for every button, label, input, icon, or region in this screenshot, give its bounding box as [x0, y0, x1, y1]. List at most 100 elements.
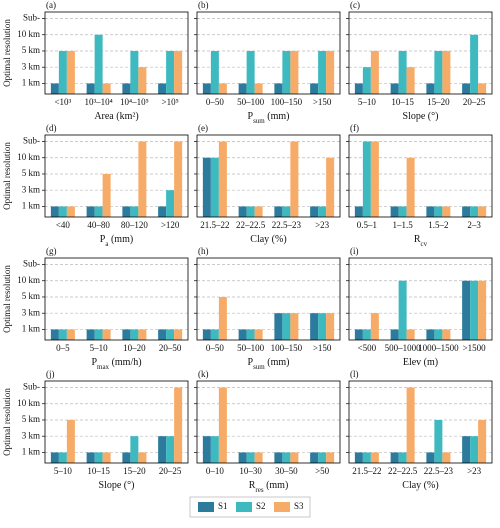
x-tick-label: 10–20	[123, 343, 146, 353]
bar	[138, 452, 147, 463]
x-tick-label: 10³–10⁴	[84, 97, 112, 107]
bar	[246, 452, 255, 463]
x-axis-label: Pmax (mm/h)	[91, 357, 141, 370]
x-axis-label: Area (km²)	[94, 111, 138, 122]
x-label-sub: sum	[253, 117, 265, 125]
x-label-sub: max	[97, 363, 110, 371]
x-tick-label: 15–20	[427, 97, 450, 107]
bar	[370, 50, 379, 94]
x-label-main: Slope (°)	[99, 480, 135, 491]
x-tick-label: 20–50	[159, 343, 182, 353]
bar	[390, 452, 399, 463]
bar	[58, 452, 67, 463]
x-tick-label: 1.5–2	[428, 220, 448, 230]
x-tick-label: 1000–1500	[418, 343, 459, 353]
x-tick-label: 21.5–22	[352, 466, 381, 476]
bar	[246, 50, 255, 94]
x-axis-label: Pa (mm)	[100, 234, 133, 247]
x-tick-label: 5–10	[54, 466, 73, 476]
bar	[50, 206, 59, 217]
bar	[50, 83, 59, 94]
y-axis-label: Optimal resolution	[2, 388, 12, 456]
bar	[210, 436, 219, 463]
x-tick-label: 20–25	[463, 97, 486, 107]
bar	[246, 206, 255, 217]
bar	[86, 329, 95, 340]
bar	[318, 206, 327, 217]
bar	[218, 83, 227, 94]
plot-frame	[44, 380, 189, 464]
x-label-sub: a	[105, 240, 109, 248]
x-axis-label: Rres (mm)	[249, 480, 289, 493]
bar	[86, 206, 95, 217]
bar	[370, 313, 379, 340]
x-label-main: P	[248, 357, 254, 368]
bar	[390, 329, 399, 340]
bar	[274, 83, 283, 94]
bar	[470, 34, 479, 94]
x-axis-label: Clay (%)	[402, 480, 438, 491]
bar	[426, 452, 435, 463]
y-tick-label: 3 km	[22, 61, 40, 71]
bar	[158, 436, 167, 463]
bar	[210, 50, 219, 94]
bar	[462, 83, 471, 94]
y-axis-label: Optimal resolution	[2, 142, 12, 210]
plot-frame	[196, 134, 341, 218]
x-tick-label: 50–100	[237, 343, 265, 353]
bar	[354, 206, 363, 217]
plot-frame	[44, 134, 189, 218]
bar	[122, 83, 131, 94]
x-label-main: Elev (m)	[403, 357, 438, 368]
bar	[94, 34, 103, 94]
bar	[310, 83, 319, 94]
x-label-main: Slope (°)	[403, 111, 439, 122]
bar	[434, 419, 443, 463]
y-tick-label: 10 km	[17, 152, 40, 162]
x-label-main: Clay (%)	[250, 234, 286, 245]
x-label-main: P	[91, 357, 97, 368]
bar	[254, 83, 263, 94]
x-tick-label: >150	[313, 97, 332, 107]
y-tick-label: Sub-	[23, 382, 40, 392]
y-tick-label: 1 km	[22, 78, 40, 88]
x-tick-label: 30–50	[275, 466, 298, 476]
bar	[66, 419, 75, 463]
x-label-tail: (mm)	[265, 111, 290, 122]
y-axis-label: Optimal resolution	[2, 265, 12, 333]
bar	[202, 157, 211, 217]
bar	[174, 141, 183, 217]
x-label-tail: (mm)	[108, 234, 133, 245]
y-tick-label: 3 km	[22, 184, 40, 194]
bar	[406, 387, 415, 463]
bar	[354, 83, 363, 94]
x-tick-label: >23	[315, 220, 330, 230]
bar	[290, 313, 299, 340]
panel-label: (f)	[350, 123, 359, 133]
plot-frame	[348, 380, 493, 464]
bar	[282, 206, 291, 217]
plot-frame	[196, 380, 341, 464]
bar	[326, 452, 335, 463]
bar	[442, 206, 451, 217]
x-tick-label: 0–50	[206, 343, 225, 353]
bar	[398, 452, 407, 463]
y-tick-label: 1 km	[22, 447, 40, 457]
bar	[166, 329, 175, 340]
bar	[94, 206, 103, 217]
bar	[274, 313, 283, 340]
x-tick-label: 1–1.5	[393, 220, 414, 230]
bar	[102, 173, 111, 217]
bar	[254, 452, 263, 463]
bar	[102, 83, 111, 94]
bar	[58, 329, 67, 340]
bar	[318, 313, 327, 340]
x-tick-label: >150	[313, 343, 332, 353]
bar	[202, 329, 211, 340]
bar	[218, 387, 227, 463]
x-tick-label: 20–25	[159, 466, 182, 476]
plot-frame	[196, 11, 341, 95]
bar	[354, 329, 363, 340]
bar	[218, 141, 227, 217]
x-tick-label: >1500	[463, 343, 487, 353]
